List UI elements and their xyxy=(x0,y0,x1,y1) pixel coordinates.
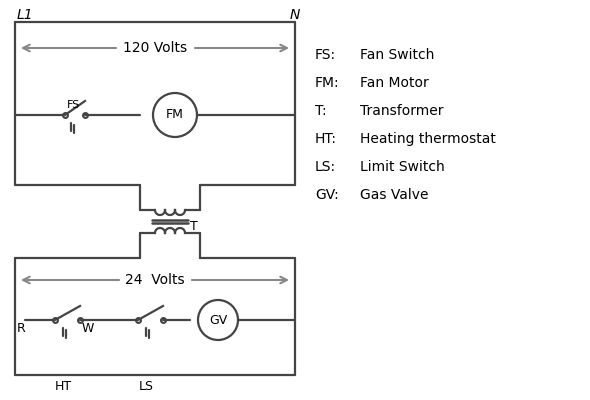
Text: LS:: LS: xyxy=(315,160,336,174)
Text: FS:: FS: xyxy=(315,48,336,62)
Text: HT: HT xyxy=(54,380,71,393)
Text: 24  Volts: 24 Volts xyxy=(125,273,185,287)
Text: GV: GV xyxy=(209,314,227,326)
Text: Transformer: Transformer xyxy=(360,104,444,118)
Text: FS: FS xyxy=(67,100,80,110)
Text: N: N xyxy=(290,8,300,22)
Text: Limit Switch: Limit Switch xyxy=(360,160,445,174)
Text: LS: LS xyxy=(139,380,153,393)
Text: FM:: FM: xyxy=(315,76,340,90)
Text: HT:: HT: xyxy=(315,132,337,146)
Text: Fan Switch: Fan Switch xyxy=(360,48,434,62)
Text: L1: L1 xyxy=(17,8,34,22)
Text: Gas Valve: Gas Valve xyxy=(360,188,428,202)
Text: 120 Volts: 120 Volts xyxy=(123,41,187,55)
Text: W: W xyxy=(82,322,94,335)
Text: R: R xyxy=(17,322,26,335)
Text: T:: T: xyxy=(315,104,327,118)
Text: Fan Motor: Fan Motor xyxy=(360,76,429,90)
Text: T: T xyxy=(190,220,198,233)
Text: FM: FM xyxy=(166,108,184,122)
Text: GV:: GV: xyxy=(315,188,339,202)
Text: Heating thermostat: Heating thermostat xyxy=(360,132,496,146)
